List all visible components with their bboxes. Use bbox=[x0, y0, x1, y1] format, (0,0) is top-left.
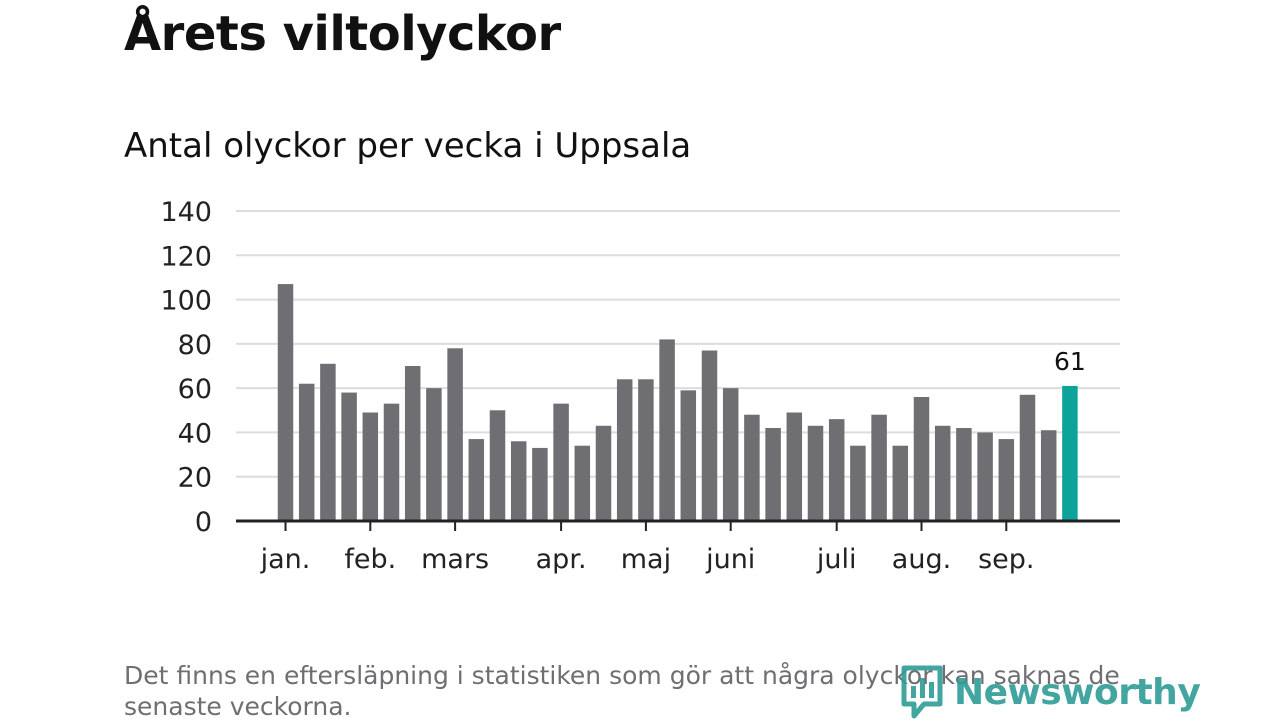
bar bbox=[426, 388, 442, 521]
bar bbox=[892, 445, 909, 521]
x-tick-label: juli bbox=[816, 544, 857, 575]
bar bbox=[320, 363, 336, 521]
bar bbox=[680, 390, 697, 521]
bar bbox=[383, 403, 400, 521]
bar-highlight bbox=[1062, 385, 1078, 521]
bar bbox=[489, 410, 506, 521]
bar bbox=[510, 441, 527, 521]
x-tick-label: sep. bbox=[978, 544, 1034, 575]
bar bbox=[934, 425, 951, 521]
bar bbox=[998, 439, 1015, 521]
x-tick-label: maj bbox=[621, 544, 671, 575]
bar bbox=[871, 414, 887, 521]
bar bbox=[744, 414, 760, 521]
bar bbox=[977, 432, 993, 521]
bar bbox=[638, 379, 654, 521]
bar bbox=[532, 447, 548, 521]
x-tick-label: feb. bbox=[344, 544, 396, 575]
newsworthy-logo-icon bbox=[901, 665, 943, 719]
x-tick-label: apr. bbox=[536, 544, 587, 575]
highlight-data-label: 61 bbox=[1054, 347, 1086, 376]
bar bbox=[1040, 430, 1057, 521]
bar bbox=[362, 412, 379, 521]
y-tick-label: 60 bbox=[178, 374, 212, 405]
bar bbox=[807, 425, 824, 521]
weekly-accidents-bar-chart: 0 20 40 60 80 100 120 140 61 jan. feb. mars apr. maj j… bbox=[160, 197, 1120, 575]
footnote: Det finns en eftersläpning i statistiken… bbox=[124, 661, 1120, 720]
bar bbox=[277, 284, 294, 521]
x-tick-label: mars bbox=[421, 544, 489, 575]
y-tick-label: 120 bbox=[160, 241, 212, 272]
bar bbox=[828, 419, 845, 521]
bar bbox=[468, 439, 485, 521]
x-tick-label: juni bbox=[705, 544, 755, 575]
y-tick-label: 20 bbox=[178, 463, 212, 494]
chart-title: Årets viltolyckor bbox=[124, 6, 561, 62]
y-tick-label: 140 bbox=[160, 197, 212, 228]
bar bbox=[404, 366, 421, 521]
bar bbox=[341, 392, 357, 521]
bar bbox=[553, 403, 569, 521]
chart-subtitle: Antal olyckor per vecka i Uppsala bbox=[124, 126, 692, 166]
bar bbox=[574, 445, 591, 521]
x-tick-label: jan. bbox=[260, 544, 311, 575]
bar bbox=[722, 388, 739, 521]
bar bbox=[616, 379, 633, 521]
newsworthy-wordmark: Newsworthy bbox=[954, 671, 1201, 713]
y-tick-label: 100 bbox=[160, 286, 212, 317]
y-tick-label: 40 bbox=[178, 418, 212, 449]
y-tick-label: 0 bbox=[195, 507, 212, 538]
bar bbox=[1019, 394, 1036, 521]
bar bbox=[701, 350, 718, 521]
bar bbox=[595, 425, 612, 521]
bar bbox=[913, 397, 930, 521]
bar bbox=[850, 445, 866, 521]
newsworthy-logo: Newsworthy bbox=[900, 664, 1201, 720]
bar bbox=[956, 428, 972, 521]
bar bbox=[765, 428, 781, 521]
bar bbox=[659, 339, 675, 521]
bar bbox=[786, 412, 803, 521]
bar bbox=[447, 348, 463, 521]
x-tick-label: aug. bbox=[892, 544, 951, 575]
bar bbox=[298, 383, 315, 521]
y-tick-label: 80 bbox=[178, 330, 212, 361]
